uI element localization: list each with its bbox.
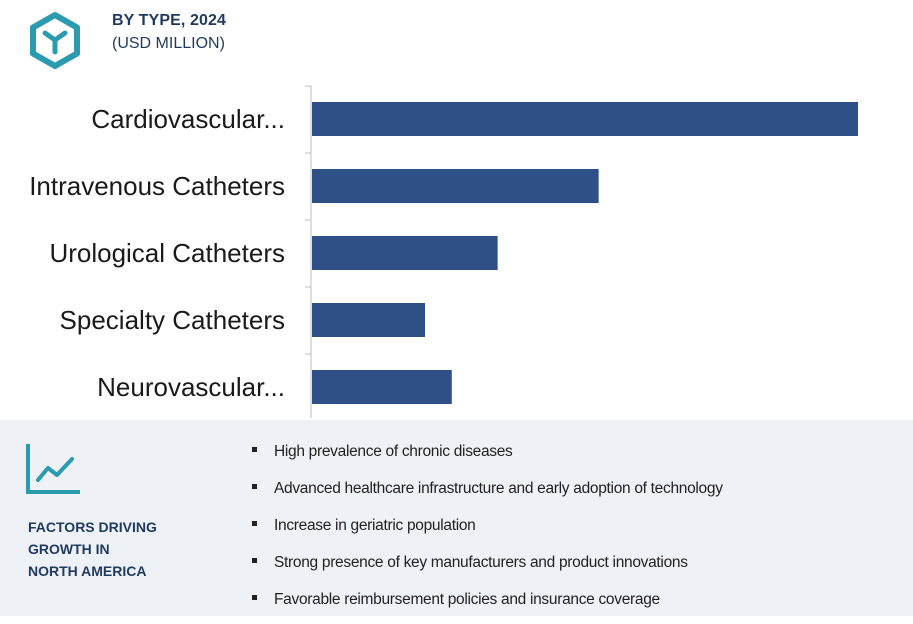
bar	[312, 102, 858, 136]
category-label: Cardiovascular...	[91, 104, 285, 134]
category-label: Intravenous Catheters	[29, 171, 285, 201]
factors-heading-line: FACTORS DRIVING	[28, 519, 157, 535]
factor-text: Increase in geriatric population	[274, 517, 476, 534]
factor-item: Strong presence of key manufacturers and…	[252, 550, 723, 587]
bullet-icon	[252, 521, 257, 527]
bullet-icon	[252, 558, 257, 564]
factor-text: Strong presence of key manufacturers and…	[274, 554, 688, 571]
bullet-icon	[252, 447, 257, 453]
category-label: Urological Catheters	[49, 238, 285, 268]
factors-heading: FACTORS DRIVING GROWTH IN NORTH AMERICA	[28, 516, 208, 582]
factors-heading-line: NORTH AMERICA	[28, 563, 147, 579]
factor-item: High prevalence of chronic diseases	[252, 439, 723, 476]
chart-section: BY TYPE, 2024 (USD MILLION) Cardiovascul…	[29, 12, 858, 418]
bar	[312, 303, 426, 337]
factor-item: Advanced healthcare infrastructure and e…	[252, 476, 723, 513]
hexagon-logo-icon	[30, 12, 80, 69]
factor-text: High prevalence of chronic diseases	[274, 443, 513, 460]
bullet-icon	[252, 484, 257, 490]
factor-text: Advanced healthcare infrastructure and e…	[274, 480, 723, 497]
factor-text: Favorable reimbursement policies and ins…	[274, 591, 660, 608]
chart-title: BY TYPE, 2024	[112, 12, 226, 29]
factors-list: High prevalence of chronic diseases Adva…	[252, 439, 723, 624]
factor-item: Favorable reimbursement policies and ins…	[252, 587, 723, 624]
bar	[312, 236, 498, 270]
factors-panel: FACTORS DRIVING GROWTH IN NORTH AMERICA …	[0, 420, 913, 616]
bar-chart: Cardiovascular... Intravenous Catheters Ur…	[29, 85, 858, 418]
factor-item: Increase in geriatric population	[252, 513, 723, 550]
bar	[312, 169, 599, 203]
bar	[312, 370, 452, 404]
chart-subtitle: (USD MILLION)	[112, 35, 225, 52]
category-label: Neurovascular...	[97, 372, 285, 402]
factors-heading-line: GROWTH IN	[28, 541, 110, 557]
bullet-icon	[252, 595, 257, 601]
trend-line-icon	[26, 444, 80, 494]
category-label: Specialty Catheters	[60, 305, 285, 335]
